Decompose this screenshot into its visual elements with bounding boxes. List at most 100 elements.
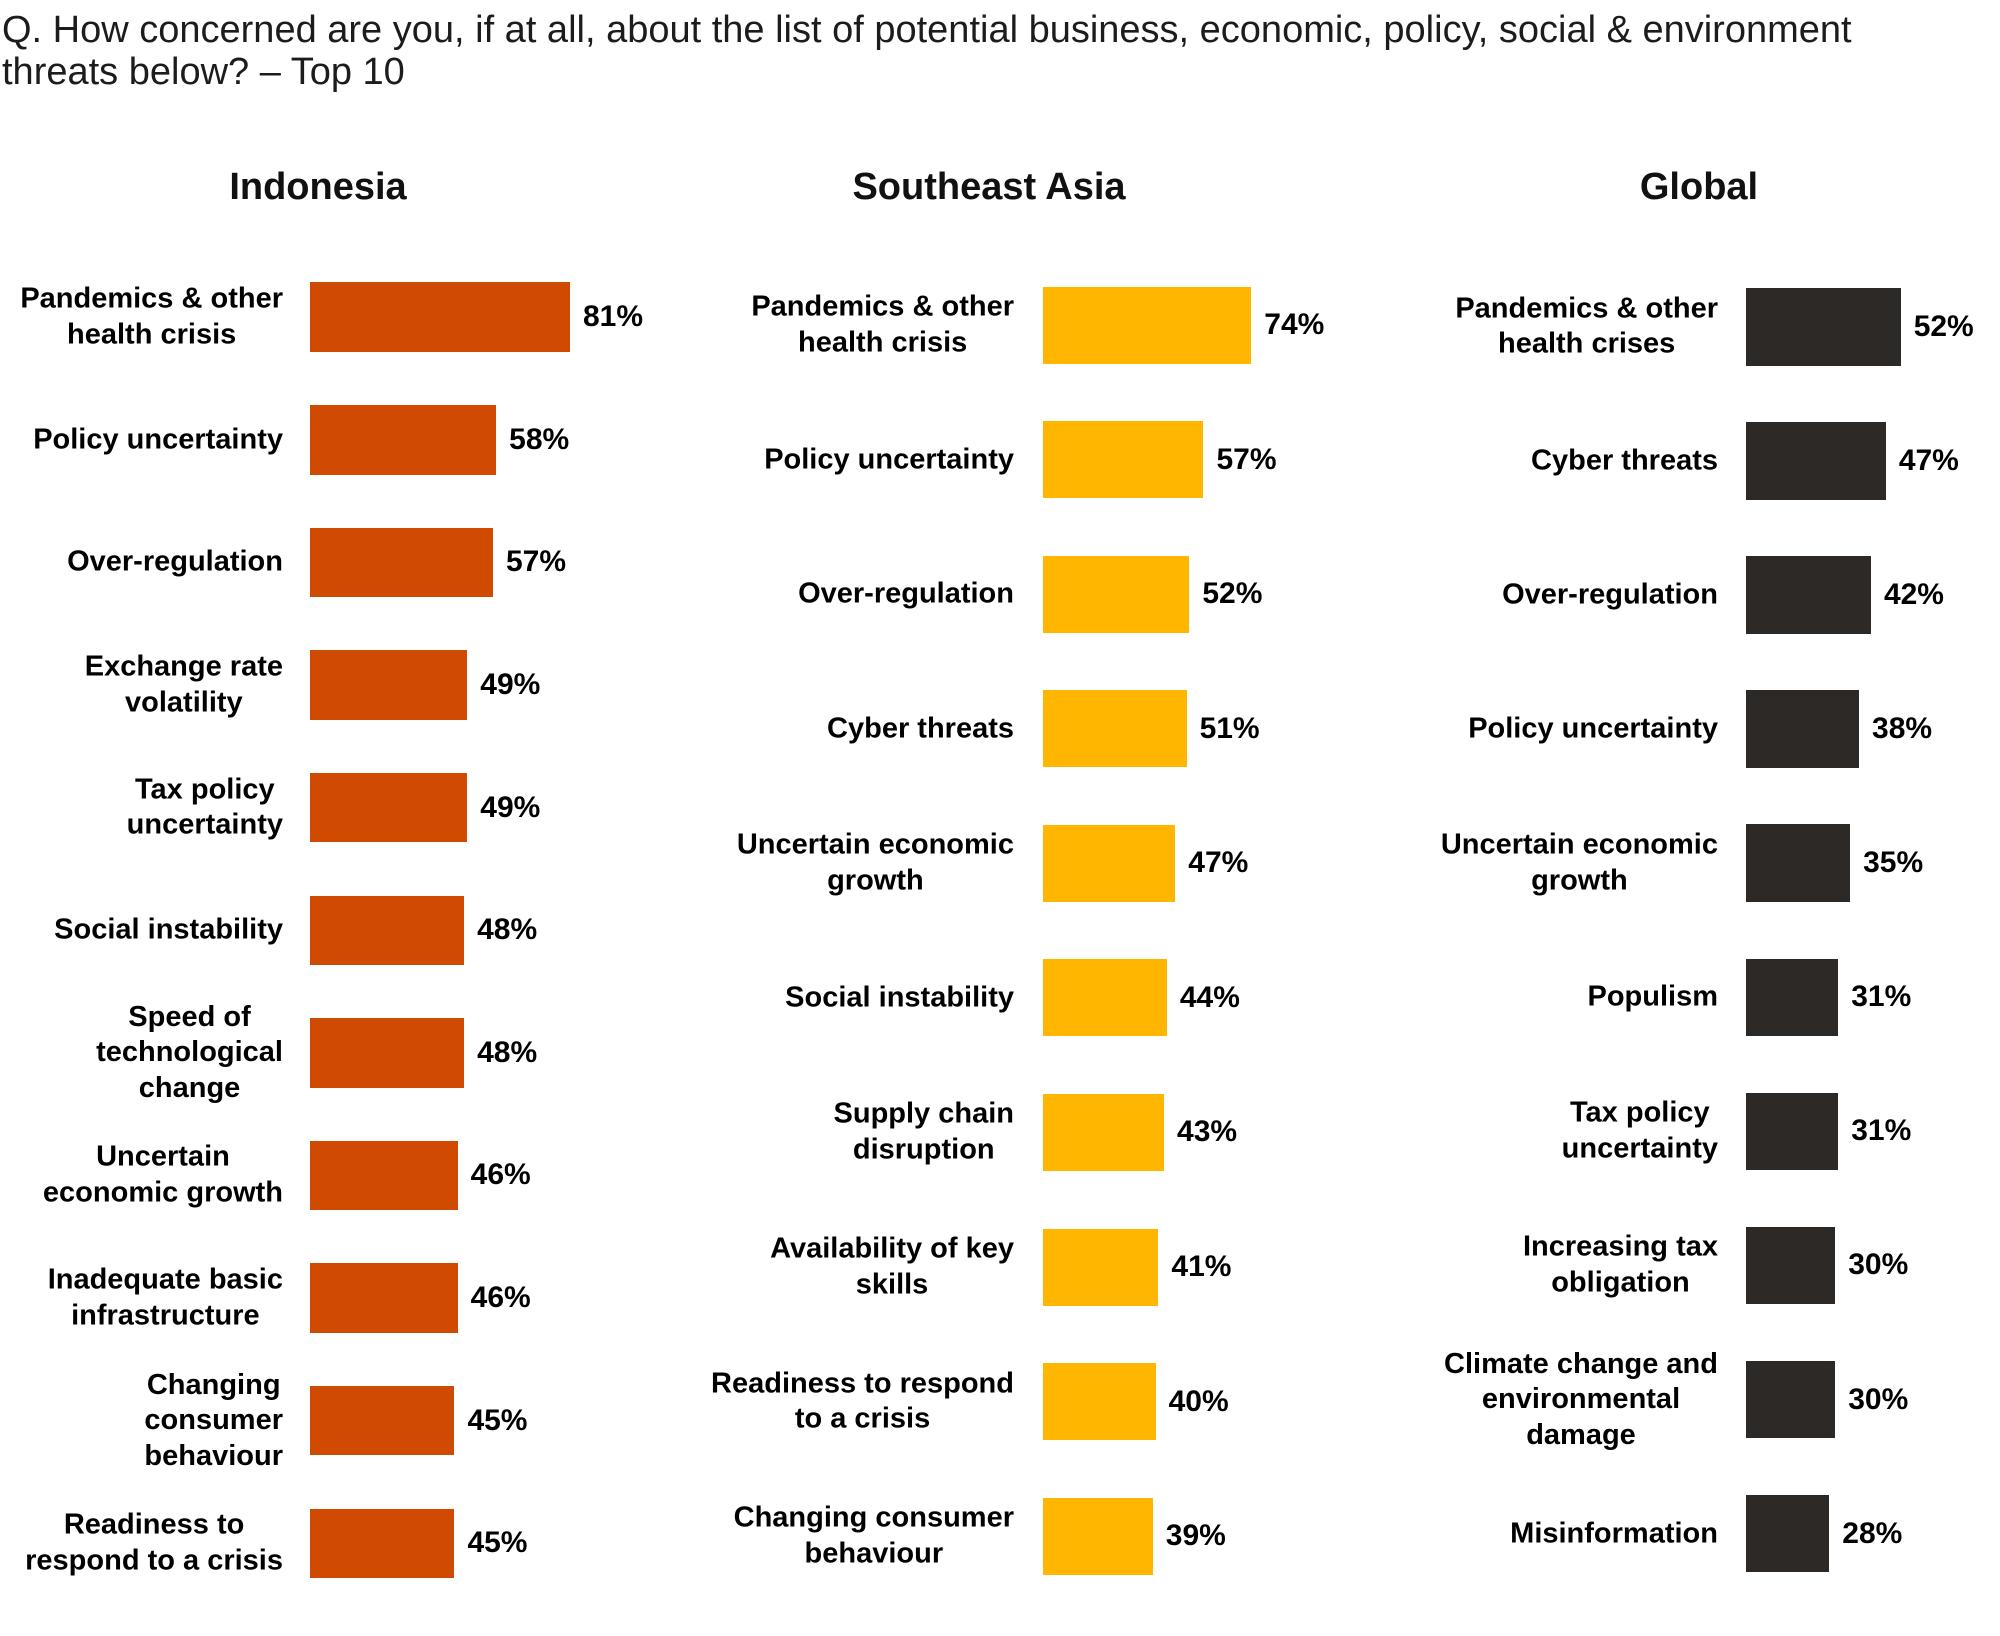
category-label: Policy uncertainty (1428, 711, 1718, 747)
value-label: 48% (477, 913, 538, 947)
category-label: Populism (1428, 980, 1718, 1016)
category-label: Cyber threats (1428, 443, 1718, 479)
category-label-text: Cyber threats (827, 711, 1014, 744)
value-label: 31% (1851, 1114, 1912, 1148)
category-label: Cyber threats (704, 711, 1014, 747)
chart-title: Q. How concerned are you, if at all, abo… (2, 9, 1852, 93)
value-label: 28% (1842, 1516, 1903, 1550)
category-label-text: Pandemics & other health crisis (20, 282, 283, 351)
category-label: Inadequate basic infrastructure (13, 1263, 283, 1334)
value-label: 52% (1202, 577, 1263, 611)
value-label: 51% (1199, 711, 1260, 745)
value-label: 44% (1179, 980, 1240, 1014)
category-label: Uncertain economic growth (13, 1140, 283, 1211)
column-header-indonesia: Indonesia (229, 165, 407, 208)
category-label: Over-regulation (704, 576, 1014, 612)
category-label: Policy uncertainty (704, 442, 1014, 478)
category-label-text: Readiness to respond to a crisis (25, 1508, 283, 1577)
category-label-text: Uncertain economic growth (1440, 828, 1718, 897)
category-label: Speed of technological change (13, 1000, 283, 1107)
category-label: Pandemics & other health crisis (13, 282, 283, 353)
value-label: 74% (1264, 308, 1325, 341)
bar (310, 650, 468, 720)
category-label: Changing consumer behaviour (13, 1367, 283, 1474)
bar (1043, 555, 1190, 633)
value-label: 45% (467, 1403, 528, 1437)
value-label: 49% (480, 790, 541, 824)
bar (1043, 959, 1167, 1037)
value-label: 43% (1177, 1115, 1238, 1149)
category-label-text: Changing consumer behaviour (144, 1368, 283, 1472)
bar (1746, 1092, 1839, 1171)
category-label-text: Populism (1587, 980, 1718, 1013)
value-label: 46% (470, 1281, 531, 1315)
category-label-text: Policy uncertainty (33, 423, 283, 456)
bar (1746, 422, 1886, 500)
category-label-text: Over-regulation (1502, 578, 1718, 611)
bar (1746, 958, 1839, 1036)
category-label-text: Social instability (54, 913, 283, 946)
value-label: 52% (1913, 309, 1974, 343)
category-label-text: Over-regulation (67, 545, 283, 578)
category-label-text: Tax policy uncertainty (1561, 1096, 1718, 1165)
bar (1746, 1360, 1836, 1439)
bar (1746, 1494, 1830, 1573)
category-label: Readiness to respond to a crisis (13, 1508, 283, 1579)
category-label: Over-regulation (1428, 577, 1718, 613)
category-label: Pandemics & other health crisis (704, 290, 1014, 361)
category-label-text: Exchange rate volatility (84, 650, 283, 719)
bar (1043, 1093, 1165, 1171)
category-label-text: Cyber threats (1531, 444, 1718, 477)
category-label: Increasing tax obligation (1428, 1230, 1718, 1301)
value-label: 31% (1851, 980, 1912, 1014)
category-label: Supply chain disruption (704, 1097, 1014, 1168)
category-label-text: Misinformation (1510, 1516, 1718, 1549)
category-label-text: Policy uncertainty (764, 442, 1014, 475)
category-label: Over-regulation (13, 545, 283, 581)
bar (310, 772, 468, 843)
category-label-text: Pandemics & other health crisis (751, 290, 1014, 359)
value-label: 30% (1848, 1382, 1909, 1416)
value-label: 57% (1216, 442, 1277, 476)
value-label: 41% (1171, 1250, 1232, 1284)
column-header-global: Global (1639, 165, 1759, 208)
category-label-text: Pandemics & other health crises (1455, 292, 1718, 360)
category-label-text: Policy uncertainty (1468, 712, 1718, 745)
bar (1746, 824, 1851, 902)
category-label-text: Uncertain economic growth (736, 828, 1014, 897)
value-label: 39% (1165, 1519, 1226, 1553)
category-label-text: Climate change and environmental damage (1444, 1347, 1718, 1451)
category-label-text: Inadequate basic infrastructure (47, 1263, 283, 1332)
category-label: Social instability (704, 980, 1014, 1016)
category-label-text: Increasing tax obligation (1522, 1230, 1718, 1299)
category-label: Exchange rate volatility (13, 650, 283, 721)
category-label: Pandemics & other health crises (1428, 291, 1718, 362)
category-label-text: Supply chain disruption (833, 1097, 1014, 1166)
value-label: 38% (1872, 712, 1933, 746)
bar (1043, 1363, 1156, 1441)
value-label: 49% (480, 668, 541, 701)
bar (1043, 1228, 1159, 1306)
bar (1043, 286, 1252, 364)
bar (1746, 1226, 1836, 1305)
bar (310, 1263, 458, 1333)
bar (310, 1018, 465, 1088)
category-label-text: Tax policy uncertainty (126, 773, 283, 841)
category-label-text: Social instability (785, 981, 1014, 1014)
bar (1746, 556, 1871, 634)
category-label: Readiness to respond to a crisis (704, 1366, 1014, 1437)
bar (310, 527, 493, 598)
bar (1043, 421, 1204, 499)
category-label: Uncertain economic growth (1428, 828, 1718, 899)
category-label: Policy uncertainty (13, 422, 283, 458)
bar (310, 405, 497, 475)
bar (310, 1508, 455, 1579)
category-label: Climate change and environmental damage (1428, 1346, 1718, 1453)
bar (310, 1385, 455, 1456)
category-label: Misinformation (1428, 1516, 1718, 1552)
value-label: 48% (477, 1035, 538, 1069)
category-label: Social instability (13, 913, 283, 949)
category-label-text: Speed of technological change (96, 1000, 283, 1104)
category-label-text: Uncertain economic growth (42, 1140, 283, 1209)
